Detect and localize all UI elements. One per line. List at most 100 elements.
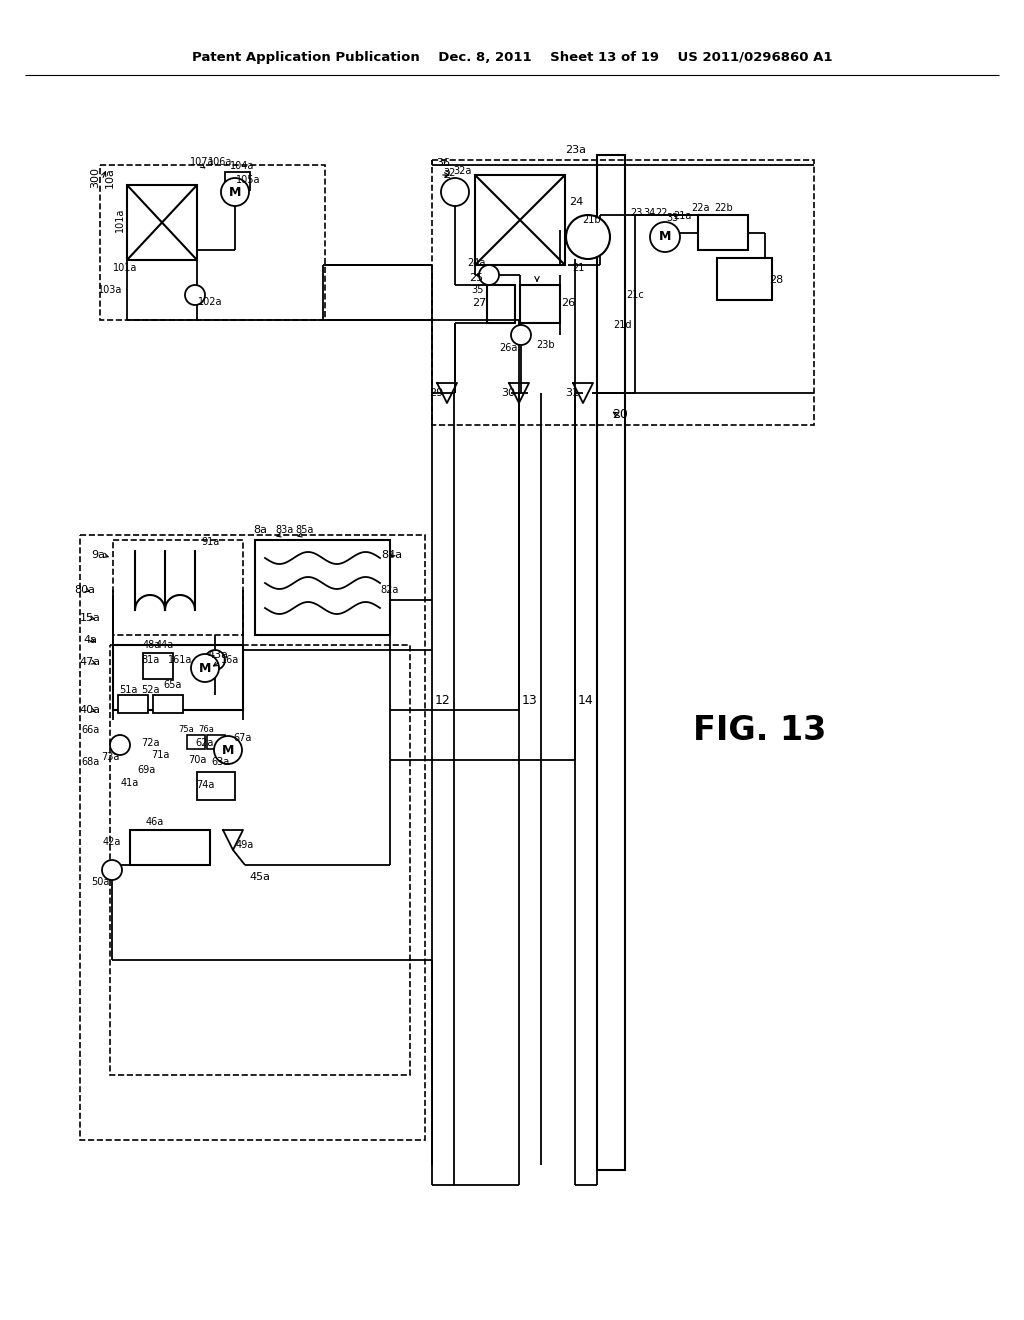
Circle shape [110,735,130,755]
Text: M: M [199,661,211,675]
Text: 52a: 52a [140,685,160,696]
Circle shape [566,215,610,259]
Text: FIG. 13: FIG. 13 [693,714,826,747]
Text: 44a: 44a [156,640,174,649]
Text: 31: 31 [565,388,579,399]
Circle shape [511,325,531,345]
Bar [113,645,243,710]
Text: 9a: 9a [91,550,105,560]
Bar [187,735,205,748]
Text: 16a: 16a [221,655,240,665]
Text: M: M [228,186,242,198]
Circle shape [185,285,205,305]
Text: 20: 20 [612,408,628,421]
Text: 300: 300 [90,168,100,189]
Text: 84a: 84a [381,550,402,560]
Text: M: M [222,743,234,756]
Text: 12: 12 [435,693,451,706]
Text: 83a: 83a [275,525,294,535]
Text: 36: 36 [436,158,450,168]
Text: M: M [658,231,671,243]
Text: 30: 30 [501,388,515,399]
Bar [520,285,560,323]
Bar [475,176,565,265]
Bar [197,772,234,800]
Text: 22b: 22b [715,203,733,213]
Text: 102a: 102a [198,297,222,308]
Text: 67a: 67a [233,733,252,743]
Text: 41a: 41a [121,777,139,788]
Text: 26a: 26a [499,343,517,352]
Bar [118,696,148,713]
Circle shape [205,649,225,671]
Bar [487,285,515,323]
Text: 27: 27 [472,298,486,308]
Text: 35: 35 [471,285,483,294]
Bar [80,535,425,1140]
Text: 22a: 22a [691,203,710,213]
Text: 104a: 104a [229,161,254,172]
Text: 21: 21 [571,263,584,273]
Bar [110,645,410,1074]
Text: 29: 29 [429,388,443,399]
Text: 42a: 42a [102,837,121,847]
Text: 91a: 91a [201,537,219,546]
Text: 80a: 80a [75,585,95,595]
Circle shape [191,653,219,682]
Bar [698,215,748,249]
Text: 34: 34 [643,209,655,218]
Bar [143,653,173,678]
Text: 47a: 47a [80,657,100,667]
Circle shape [441,178,469,206]
Text: 32a: 32a [454,166,472,176]
Bar [153,696,183,713]
Text: 43a: 43a [208,649,228,660]
Text: 2: 2 [443,170,451,180]
Text: 62a: 62a [196,738,214,748]
Text: 73a: 73a [100,752,119,762]
Text: 72a: 72a [140,738,160,748]
Text: 21b: 21b [583,215,601,224]
Bar [255,540,390,635]
Bar [597,154,625,1170]
Text: 51a: 51a [119,685,137,696]
Text: 24a: 24a [467,257,485,268]
Bar [225,172,250,190]
Circle shape [221,178,249,206]
Text: 103a: 103a [98,285,122,294]
Bar [127,185,197,260]
Bar [100,165,325,319]
Text: 13: 13 [522,693,538,706]
Text: 106a: 106a [208,157,232,168]
Bar [432,160,814,425]
Text: 22: 22 [655,209,669,218]
Text: 63a: 63a [211,756,229,767]
Bar [130,830,210,865]
Text: 28: 28 [769,275,783,285]
Text: 14: 14 [579,693,594,706]
Text: 69a: 69a [138,766,156,775]
Text: 71a: 71a [151,750,169,760]
Text: 4a: 4a [83,635,97,645]
Text: 105a: 105a [236,176,260,185]
Circle shape [214,737,242,764]
Text: 107a: 107a [189,157,214,168]
Text: 32: 32 [443,168,456,178]
Text: 82a: 82a [381,585,399,595]
Text: 21a: 21a [673,211,691,220]
Text: 50a: 50a [91,876,110,887]
Text: 15a: 15a [80,612,100,623]
Text: Patent Application Publication    Dec. 8, 2011    Sheet 13 of 19    US 2011/0296: Patent Application Publication Dec. 8, 2… [191,50,833,63]
Text: 74a: 74a [196,780,214,789]
Text: 8a: 8a [253,525,267,535]
Text: 10a: 10a [105,168,115,189]
Text: 24: 24 [569,197,583,207]
Text: 161a: 161a [168,655,193,665]
Text: 75a: 75a [178,726,194,734]
Text: 45a: 45a [250,873,270,882]
Text: 65a: 65a [164,680,182,690]
Text: 33: 33 [666,213,678,223]
Bar [207,735,225,748]
Text: 48a: 48a [143,640,161,649]
Text: 40a: 40a [80,705,100,715]
